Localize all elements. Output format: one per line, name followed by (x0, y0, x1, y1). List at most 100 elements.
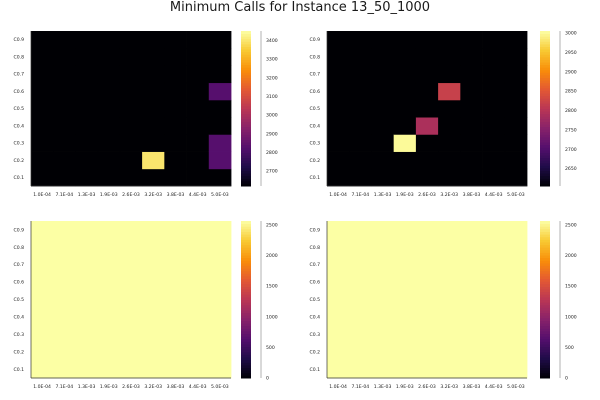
colorbar-segment (241, 95, 251, 99)
heatmap-cell (349, 31, 372, 49)
y-tick-label: C0.5 (13, 297, 24, 303)
heatmap-cell (31, 273, 54, 292)
colorbar-segment (241, 357, 251, 361)
colorbar-segment (540, 228, 550, 232)
y-tick-label: C0.1 (13, 367, 24, 373)
colorbar-segment (241, 249, 251, 253)
heatmap-cell (164, 238, 187, 257)
heatmap-cell (438, 82, 461, 101)
heatmap-cell (142, 65, 165, 84)
colorbar-tick-label: 3100 (266, 94, 278, 100)
heatmap-cell (164, 168, 187, 187)
heatmap-cell (119, 99, 143, 118)
colorbar-tick-label: 3000 (266, 113, 278, 119)
x-tick-label: 7.1E-04 (55, 192, 73, 198)
colorbar-segment (241, 31, 251, 35)
heatmap-cell (504, 360, 528, 379)
y-tick-label: C0.8 (13, 245, 24, 251)
heatmap-cell (75, 325, 99, 344)
colorbar-segment (241, 281, 251, 285)
heatmap-cell (327, 31, 350, 49)
heatmap-panel-1: 1.0E-04 7.1E-04 1.3E-03 1.9E-03 2.6E-03 3.2E-… (13, 31, 278, 198)
x-tick-label: 3.2E-03 (440, 192, 458, 198)
x-tick-label: 3.8E-03 (167, 384, 185, 390)
heatmap-cell (349, 151, 372, 170)
colorbar: 2700 2800 2900 3000 3100 3200 3300 3400 (241, 31, 278, 187)
heatmap-cell (504, 151, 528, 170)
colorbar-segment (540, 95, 550, 99)
heatmap-cell (415, 343, 439, 361)
colorbar-segment (540, 74, 550, 78)
heatmap-cell (186, 99, 210, 118)
colorbar-segment (540, 307, 550, 311)
heatmap-cell (142, 308, 165, 327)
colorbar-segment (241, 343, 251, 348)
colorbar-segment (540, 270, 550, 274)
colorbar-segment (241, 126, 251, 130)
heatmap-cell (349, 65, 372, 84)
heatmap-cell (119, 151, 143, 170)
heatmap-cell (53, 117, 76, 135)
colorbar-segment (241, 273, 251, 277)
colorbar-segment (241, 226, 251, 230)
y-tick-label: C0.6 (309, 280, 320, 286)
colorbar-segment (241, 167, 251, 171)
colorbar-segment (241, 170, 251, 174)
y-tick-label: C0.5 (13, 106, 24, 112)
heatmap-cell (142, 134, 165, 152)
colorbar-tick-label: 2900 (565, 69, 577, 75)
colorbar-segment (241, 291, 251, 295)
heatmap-cell (186, 255, 210, 274)
colorbar-segment (540, 317, 550, 321)
heatmap-cell (142, 151, 165, 170)
colorbar-tick-label: 0 (266, 376, 269, 382)
colorbar-tick-label: 3300 (266, 57, 278, 63)
heatmap-cell (460, 99, 483, 118)
heatmap-cell (349, 168, 372, 187)
heatmap-cell (53, 360, 76, 379)
heatmap-cell (142, 99, 165, 118)
heatmap-cell (208, 325, 232, 344)
x-tick-label: 3.8E-03 (463, 192, 481, 198)
heatmap-cell (31, 308, 54, 327)
heatmap-cell (504, 65, 528, 84)
heatmap-cell (327, 134, 350, 152)
heatmap-cell (208, 255, 232, 274)
colorbar-segment (241, 231, 251, 235)
colorbar-segment (540, 126, 550, 130)
heatmap-cell (97, 290, 121, 309)
colorbar-segment (241, 87, 251, 91)
colorbar-segment (540, 139, 550, 143)
colorbar-segment (540, 286, 550, 290)
heatmap-cell (482, 117, 506, 135)
colorbar-segment (540, 338, 550, 342)
heatmap-cell (327, 290, 350, 309)
heatmap-cell (186, 290, 210, 309)
heatmap-cell (482, 134, 506, 152)
heatmap-cell (97, 117, 121, 135)
colorbar-segment (540, 370, 550, 374)
heatmap-cell (371, 82, 395, 101)
colorbar-segment (241, 221, 251, 225)
colorbar-segment (540, 160, 550, 164)
x-tick-label: 5.0E-03 (507, 192, 525, 198)
heatmap-cell (393, 308, 417, 327)
colorbar-segment (540, 82, 550, 86)
heatmap-cell (415, 99, 439, 118)
colorbar-segment (540, 147, 550, 151)
colorbar-segment (241, 129, 251, 133)
heatmap-cell (393, 238, 417, 257)
y-tick-label: C0.1 (309, 367, 320, 373)
colorbar-segment (241, 304, 251, 308)
heatmap-cell (460, 238, 483, 257)
x-tick-label: 1.3E-03 (374, 192, 392, 198)
heatmap-cell (349, 134, 372, 152)
colorbar-segment (241, 62, 251, 66)
colorbar-segment (241, 56, 251, 60)
x-tick-label: 1.3E-03 (374, 384, 392, 390)
heatmap-cell (119, 343, 143, 361)
heatmap-cell (504, 168, 528, 187)
heatmap-cell (393, 82, 417, 101)
y-tick-label: C0.2 (309, 349, 320, 355)
colorbar-segment (540, 328, 550, 332)
